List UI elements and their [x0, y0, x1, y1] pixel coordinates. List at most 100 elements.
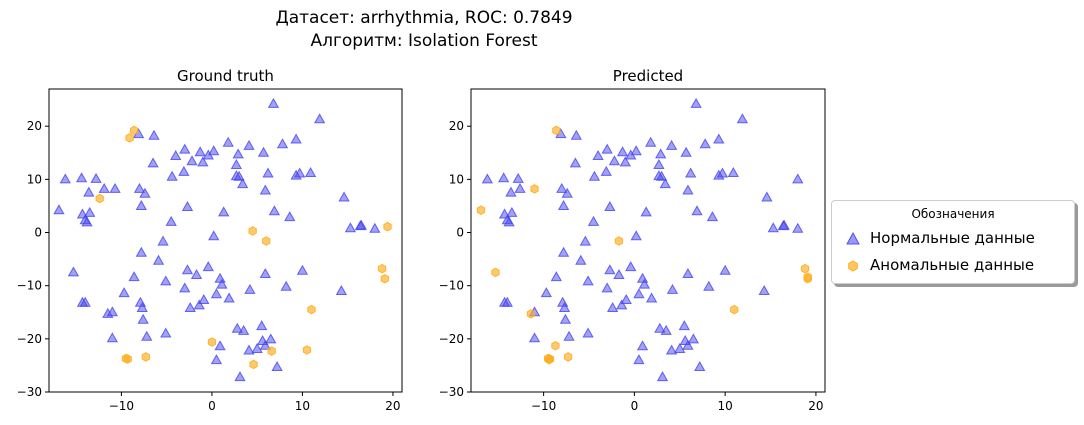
- chart2-point-normal: [600, 165, 612, 176]
- chart1-point-normal: [84, 206, 96, 217]
- chart2-point-normal: [665, 344, 678, 355]
- chart1-point-normal: [230, 158, 243, 170]
- chart1-point-anomaly: [123, 354, 132, 364]
- chart1-point-normal: [79, 296, 91, 307]
- chart2-point-normal: [703, 280, 715, 291]
- legend-item-anomaly: Аномальные данные: [846, 256, 1034, 274]
- chart1-point-anomaly: [141, 352, 150, 362]
- chart1-point-normal: [194, 146, 206, 157]
- chart1-point-normal: [237, 324, 250, 335]
- chart1-point-normal: [197, 156, 209, 167]
- chart1-title: Ground truth: [177, 67, 274, 85]
- chart2-point-normal: [563, 330, 575, 341]
- chart2-point-normal: [761, 191, 773, 202]
- chart2-point-normal: [636, 340, 649, 351]
- chart2-point-normal: [550, 271, 562, 282]
- chart2-point-normal: [792, 222, 804, 233]
- chart1-point-normal: [259, 184, 271, 195]
- chart2-point-normal: [506, 206, 518, 217]
- chart2-point-normal: [678, 320, 690, 331]
- chart2-point-normal: [716, 167, 729, 178]
- chart2-point-normal: [528, 332, 541, 343]
- chart2-x-tick-label: 20: [808, 399, 823, 413]
- chart2-point-normal: [608, 155, 621, 166]
- chart1-point-normal: [369, 222, 381, 233]
- chart2-point-anomaly: [563, 352, 573, 362]
- chart1-point-normal: [193, 299, 205, 310]
- chart2-point-normal: [674, 342, 686, 353]
- chart1-point-normal: [135, 246, 147, 257]
- chart1-point-normal: [223, 292, 235, 303]
- chart2-point-normal: [736, 113, 749, 124]
- chart2-point-normal: [665, 139, 678, 150]
- chart1-point-normal: [157, 235, 169, 246]
- chart2-point-normal: [569, 157, 582, 168]
- chart2-point-normal: [694, 360, 706, 372]
- chart2-point-normal: [636, 272, 649, 283]
- chart1-point-anomaly: [383, 221, 392, 232]
- chart1-point-normal: [216, 278, 228, 289]
- chart2-x-tick-label: 10: [718, 399, 733, 413]
- chart1-point-normal: [214, 272, 226, 283]
- chart2-point-normal: [713, 133, 725, 144]
- chart1-point-normal: [59, 173, 71, 184]
- chart2-point-normal: [630, 230, 642, 241]
- chart2-point-normal: [682, 184, 694, 195]
- chart2-y-tick-label: −30: [439, 385, 464, 399]
- chart1-point-normal: [262, 167, 274, 178]
- chart2-point-normal: [613, 269, 625, 280]
- chart1-point-normal: [208, 145, 220, 156]
- chart2-point-anomaly: [476, 205, 486, 215]
- chart1-point-anomaly: [249, 359, 258, 370]
- chart1-point-normal: [344, 222, 357, 233]
- chart2-point-normal: [505, 186, 517, 197]
- chart2-point-normal: [557, 199, 570, 210]
- chart2-point-normal: [579, 235, 592, 246]
- chart1-point-normal: [214, 340, 226, 351]
- chart1-point-anomaly: [380, 273, 389, 284]
- chart1-point-normal: [178, 165, 190, 176]
- chart1-point-normal: [160, 275, 172, 286]
- chart1-point-normal: [170, 149, 182, 160]
- chart2-point-normal: [570, 129, 582, 140]
- chart1-point-normal: [208, 230, 220, 241]
- chart1-point-normal: [296, 264, 309, 275]
- chart2-y-tick-label: −20: [439, 332, 464, 346]
- chart1-point-normal: [67, 266, 80, 277]
- triangle-marker-icon: [846, 231, 860, 244]
- chart2-y-tick-label: 10: [449, 172, 464, 186]
- chart1-point-normal: [237, 178, 249, 189]
- chart2-point-normal: [582, 327, 594, 338]
- chart2-point-anomaly: [552, 125, 561, 136]
- chart2-point-normal: [758, 284, 770, 295]
- chart2-point-normal: [481, 173, 493, 184]
- chart1-y-tick-label: 20: [27, 119, 42, 133]
- chart1-x-tick-label: −10: [109, 399, 134, 413]
- chart2-point-normal: [655, 148, 667, 159]
- chart2-point-normal: [719, 264, 731, 275]
- chart2-point-normal: [557, 246, 570, 257]
- chart2-point-normal: [682, 339, 694, 350]
- chart1-point-normal: [165, 215, 177, 226]
- chart1-point-normal: [335, 284, 348, 295]
- chart1-point-normal: [355, 219, 367, 230]
- chart1-y-tick-label: 10: [27, 172, 42, 186]
- chart2-point-normal: [582, 275, 594, 286]
- chart2-point-anomaly: [491, 267, 500, 278]
- chart1-point-anomaly: [267, 346, 276, 356]
- chart1-point-anomaly: [307, 304, 316, 315]
- chart1-x-tick-label: 10: [295, 399, 310, 413]
- chart1-point-normal: [109, 182, 121, 193]
- chart1-point-normal: [284, 211, 296, 222]
- chart2-point-normal: [512, 172, 524, 183]
- chart2-point-anomaly: [551, 340, 560, 351]
- chart1-point-normal: [233, 170, 245, 181]
- chart2-point-normal: [625, 261, 637, 272]
- chart2-point-normal: [588, 170, 601, 181]
- chart2-point-normal: [620, 294, 632, 305]
- chart1-point-anomaly: [262, 236, 271, 246]
- chart1-point-normal: [166, 170, 178, 181]
- chart2-x-tick-label: −10: [531, 399, 556, 413]
- chart1-point-normal: [257, 146, 270, 157]
- chart2-point-normal: [503, 216, 515, 227]
